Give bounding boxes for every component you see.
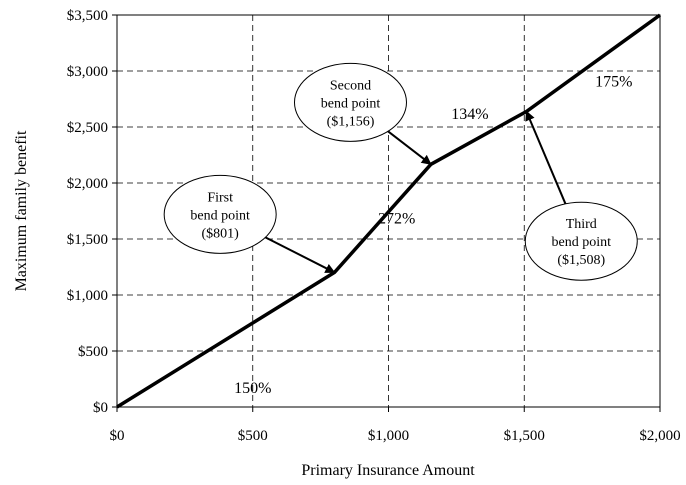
segment-label: 272% bbox=[378, 210, 415, 227]
x-tick-label: $1,500 bbox=[504, 428, 545, 444]
callout-text: ($1,156) bbox=[327, 114, 375, 129]
callout-arrow bbox=[387, 130, 432, 166]
segment-label: 134% bbox=[451, 106, 488, 123]
x-tick-label: $1,000 bbox=[368, 428, 409, 444]
annotations: First bend point ($801) Second bend point ($1… bbox=[163, 62, 638, 281]
segment-label: 175% bbox=[595, 74, 632, 91]
callout-arrow bbox=[525, 110, 567, 205]
x-tick-label: $500 bbox=[238, 428, 268, 444]
bend-point-callout-3: Third bend point ($1,508) bbox=[524, 110, 638, 281]
y-tick-label: $3,500 bbox=[67, 8, 108, 24]
callout-text: ($1,508) bbox=[557, 253, 605, 268]
segment-labels: 150% 272% 134% 175% bbox=[234, 74, 632, 397]
callout-text: Third bbox=[566, 217, 597, 232]
y-axis-title: Maximum family benefit bbox=[13, 130, 30, 291]
callout-text: ($801) bbox=[202, 226, 240, 241]
x-tick-label: $0 bbox=[110, 428, 125, 444]
callout-bubble bbox=[293, 62, 407, 142]
callout-arrow bbox=[264, 236, 336, 274]
x-tick-label: $2,000 bbox=[639, 428, 680, 444]
segment-label: 150% bbox=[234, 380, 271, 397]
callout-text: Second bbox=[330, 78, 371, 93]
callout-bubble bbox=[524, 201, 638, 281]
y-tick-label: $500 bbox=[78, 344, 108, 360]
callout-text: bend point bbox=[190, 208, 250, 223]
y-tick-label: $2,000 bbox=[67, 176, 108, 192]
y-tick-label: $3,000 bbox=[67, 64, 108, 80]
y-tick-label: $1,000 bbox=[67, 288, 108, 304]
y-tick-label: $1,500 bbox=[67, 232, 108, 248]
y-axis: $0 $500 $1,000 $1,500 $2,000 $2,500 $3,000 $3,5… bbox=[67, 8, 117, 416]
x-axis: $0 $500 $1,000 $1,500 $2,000 bbox=[110, 407, 681, 444]
bend-point-callout-1: First bend point ($801) bbox=[163, 174, 336, 274]
y-tick-label: $0 bbox=[93, 400, 108, 416]
bend-point-callout-2: Second bend point ($1,156) bbox=[293, 62, 432, 166]
callout-text: First bbox=[207, 190, 233, 205]
callout-text: bend point bbox=[552, 235, 612, 250]
callout-text: bend point bbox=[321, 96, 381, 111]
y-tick-label: $2,500 bbox=[67, 120, 108, 136]
callout-bubble bbox=[163, 174, 277, 254]
x-axis-title: Primary Insurance Amount bbox=[301, 462, 475, 479]
